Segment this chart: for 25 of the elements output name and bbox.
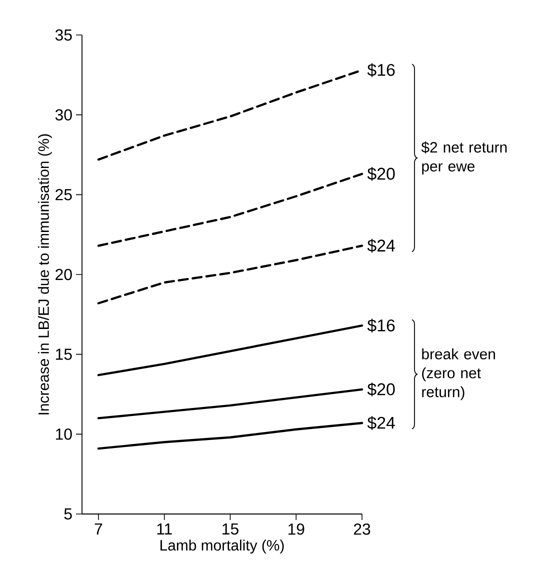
line-series xyxy=(97,244,364,304)
line-series xyxy=(97,172,364,247)
y-tick-label: 20 xyxy=(56,268,72,280)
text: break even (zero net return) xyxy=(422,348,495,400)
x-tick-label: 11 xyxy=(157,523,172,534)
line-series xyxy=(97,422,364,450)
series-label: $16 xyxy=(367,318,395,332)
x-tick-label: 15 xyxy=(222,523,238,535)
y-tick-label: 5 xyxy=(64,508,72,520)
y-tick-label: 10 xyxy=(56,428,72,440)
x-tick-label: 7 xyxy=(94,523,102,534)
x-axis-title: Lamb mortality (%) xyxy=(160,540,284,554)
y-tick-label: 25 xyxy=(56,189,72,200)
x-tick-label: 19 xyxy=(288,524,304,535)
y-tick-label: 35 xyxy=(55,29,72,41)
y-axis-title: Increase in LB/EJ due to immunisation (%) xyxy=(38,134,52,414)
series-label: $24 xyxy=(367,238,395,253)
y-tick-label: 15 xyxy=(56,348,72,360)
series-label: $20 xyxy=(367,382,395,396)
series-label: $20 xyxy=(367,167,395,181)
series-label: $16 xyxy=(367,63,395,77)
series-label: $24 xyxy=(367,416,395,430)
text: $2 net return per ewe xyxy=(421,141,507,174)
y-tick-label: 30 xyxy=(55,109,72,120)
x-tick-label: 23 xyxy=(354,524,370,535)
